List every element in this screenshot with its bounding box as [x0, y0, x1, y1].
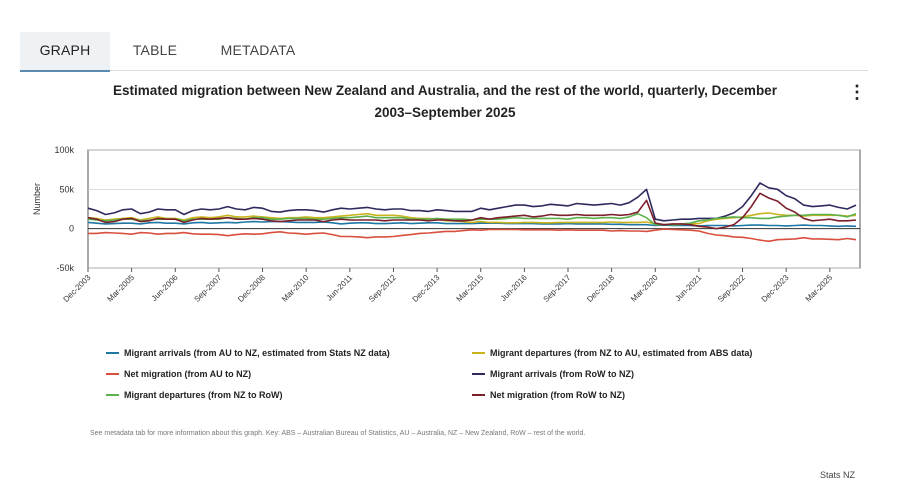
chart-title: Estimated migration between New Zealand … [80, 80, 810, 124]
x-tick-label: Sep-2022 [716, 273, 747, 304]
source-credit: Stats NZ [820, 470, 856, 480]
x-tick-label: Jun-2016 [499, 273, 529, 303]
tab-metadata[interactable]: METADATA [220, 42, 296, 58]
y-tick-label: 50k [59, 184, 74, 194]
legend-item-au-arrivals[interactable]: Migrant arrivals (from AU to NZ, estimat… [106, 348, 390, 358]
series-line-6 [87, 192, 857, 230]
more-vertical-icon[interactable]: ⋮ [848, 82, 866, 102]
x-tick-label: Mar-2015 [455, 273, 486, 304]
legend-label: Net migration (from AU to NZ) [124, 369, 252, 379]
legend-item-row-arrivals[interactable]: Migrant arrivals (from RoW to NZ) [472, 369, 634, 379]
legend-swatch [472, 373, 485, 375]
x-tick-label: Sep-2017 [542, 273, 573, 304]
x-tick-label: Mar-2020 [629, 273, 660, 304]
legend-swatch [106, 373, 119, 375]
series-line-4 [87, 182, 857, 222]
series-line-3 [88, 228, 857, 243]
legend-swatch [106, 394, 119, 396]
legend-label: Net migration (from RoW to NZ) [490, 390, 625, 400]
legend-label: Migrant arrivals (from AU to NZ, estimat… [124, 348, 390, 358]
tab-graph[interactable]: GRAPH [20, 32, 110, 72]
legend-swatch [472, 352, 485, 354]
legend-swatch [106, 352, 119, 354]
x-tick-label: Dec-2013 [411, 273, 442, 304]
x-tick-label: Dec-2003 [62, 273, 93, 304]
x-tick-label: Sep-2012 [367, 273, 398, 304]
x-tick-label: Mar-2005 [105, 273, 136, 304]
y-tick-label: 0 [69, 224, 74, 234]
legend-item-au-net[interactable]: Net migration (from AU to NZ) [106, 369, 251, 379]
x-tick-label: Dec-2008 [236, 273, 267, 304]
legend-label: Migrant departures (from NZ to AU, estim… [490, 348, 753, 358]
legend-item-row-net[interactable]: Net migration (from RoW to NZ) [472, 390, 625, 400]
x-tick-label: Dec-2018 [585, 273, 616, 304]
legend-label: Migrant arrivals (from RoW to NZ) [490, 369, 635, 379]
x-tick-label: Dec-2023 [760, 273, 791, 304]
legend-item-au-departures[interactable]: Migrant departures (from NZ to AU, estim… [472, 348, 752, 358]
x-tick-label: Jun-2011 [325, 273, 355, 303]
legend-item-row-departures[interactable]: Migrant departures (from NZ to RoW) [106, 390, 283, 400]
x-tick-label: Jun-2021 [673, 273, 703, 303]
x-tick-label: Mar-2025 [804, 273, 835, 304]
y-tick-label: -50k [56, 263, 74, 273]
x-tick-label: Sep-2007 [192, 273, 223, 304]
chart-title-line-1: Estimated migration between New Zealand … [113, 83, 777, 98]
tab-bar: GRAPH TABLE METADATA [20, 32, 868, 72]
chart-footnote: See metadata tab for more information ab… [90, 430, 586, 437]
tab-table[interactable]: TABLE [132, 42, 178, 58]
x-tick-label: Mar-2010 [280, 273, 311, 304]
legend-swatch [472, 394, 485, 396]
y-tick-label: 100k [54, 145, 74, 155]
legend-label: Migrant departures (from NZ to RoW) [124, 390, 283, 400]
x-tick-label: Jun-2006 [150, 273, 180, 303]
chart-title-line-2: 2003–September 2025 [374, 105, 516, 120]
y-axis-title: Number [32, 183, 42, 215]
